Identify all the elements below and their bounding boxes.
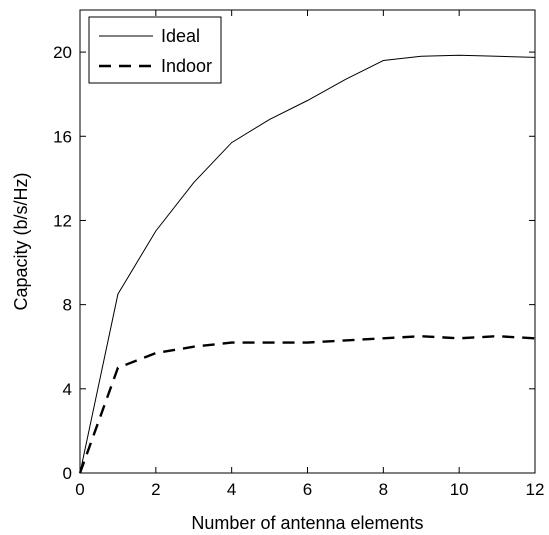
legend: Ideal Indoor (88, 16, 222, 84)
x-tick-label: 10 (450, 480, 469, 499)
x-tick-label: 0 (75, 480, 84, 499)
x-tick-label: 4 (227, 480, 236, 499)
ticks-layer: 0 2 4 6 8 10 12 0 4 8 12 16 20 (53, 10, 544, 499)
legend-label-ideal: Ideal (161, 26, 200, 46)
y-tick-label: 12 (53, 211, 72, 230)
y-tick-label: 4 (63, 380, 72, 399)
plot-border (79, 9, 536, 474)
y-tick-label: 0 (63, 464, 72, 483)
y-axis-label: Capacity (b/s/Hz) (11, 172, 31, 310)
series-layer (78, 54, 536, 474)
legend-box (88, 16, 222, 84)
x-tick-label: 2 (151, 480, 160, 499)
x-axis-label: Number of antenna elements (191, 513, 423, 533)
x-tick-label: 6 (303, 480, 312, 499)
legend-label-indoor: Indoor (161, 56, 212, 76)
plot-area (79, 9, 536, 474)
y-tick-label: 8 (63, 296, 72, 315)
x-tick-label: 8 (379, 480, 388, 499)
y-tick-label: 16 (53, 127, 72, 146)
series-line-indoor (78, 334, 536, 474)
y-tick-label: 20 (53, 43, 72, 62)
series-line-ideal (79, 54, 536, 474)
x-tick-label: 12 (526, 480, 545, 499)
